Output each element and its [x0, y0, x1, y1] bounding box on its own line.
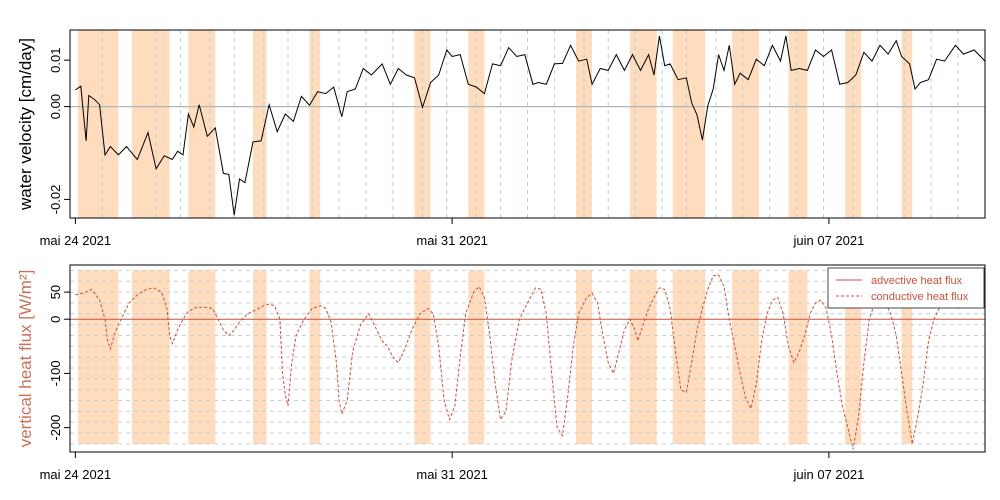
legend-label-advective: advective heat flux	[871, 275, 963, 287]
y-tick-label: -100	[48, 360, 63, 386]
shaded-period	[309, 270, 321, 444]
x-tick-label: mai 24 2021	[40, 467, 112, 482]
shaded-period	[901, 30, 913, 218]
shaded-period	[309, 30, 321, 218]
legend-box	[827, 267, 985, 309]
plot-area-1	[70, 30, 985, 218]
x-tick-label: juin 07 2021	[792, 467, 864, 482]
water-velocity-line	[75, 35, 985, 216]
legend-label-conductive: conductive heat flux	[871, 291, 969, 303]
panel-2: -200 -100 0 50 mai 24 2021 mai 31 2021 juin 07…	[16, 264, 986, 482]
plot-frame	[69, 29, 986, 219]
y-tick-label: -0.02	[48, 185, 63, 215]
plot-frame	[69, 264, 986, 453]
x-tick-label: juin 07 2021	[792, 233, 864, 248]
legend: advective heat flux conductive heat flux	[827, 267, 985, 309]
y-axis-label: vertical heat flux [W/m²]	[16, 270, 35, 448]
y-tick-label: -200	[48, 415, 63, 441]
y-tick-label: 0.00	[48, 94, 63, 119]
shaded-period	[131, 30, 170, 218]
y-tick-label: 0.01	[48, 48, 63, 73]
shaded-period	[629, 270, 657, 444]
shaded-period	[672, 30, 706, 218]
shaded-period	[901, 270, 913, 444]
conductive-heat-flux-line	[75, 274, 980, 450]
panel-1: -0.02 0.00 0.01 mai 24 2021 mai 31 2021 juin …	[16, 29, 986, 248]
shaded-period	[468, 30, 485, 218]
y-tick-label: 50	[48, 285, 63, 299]
shaded-period	[575, 30, 593, 218]
y-tick-label: 0	[48, 316, 63, 323]
shaded-period	[629, 30, 657, 218]
shaded-period	[414, 30, 431, 218]
shaded-period	[253, 30, 267, 218]
x-tick-label: mai 31 2021	[416, 233, 488, 248]
shaded-period	[845, 30, 862, 218]
x-tick-label: mai 24 2021	[40, 233, 112, 248]
shaded-period	[732, 30, 759, 218]
shaded-period	[788, 30, 808, 218]
y-axis-label: water velocity [cm/day]	[16, 38, 35, 211]
x-tick-label: mai 31 2021	[416, 467, 488, 482]
plot-area-2	[70, 269, 985, 450]
